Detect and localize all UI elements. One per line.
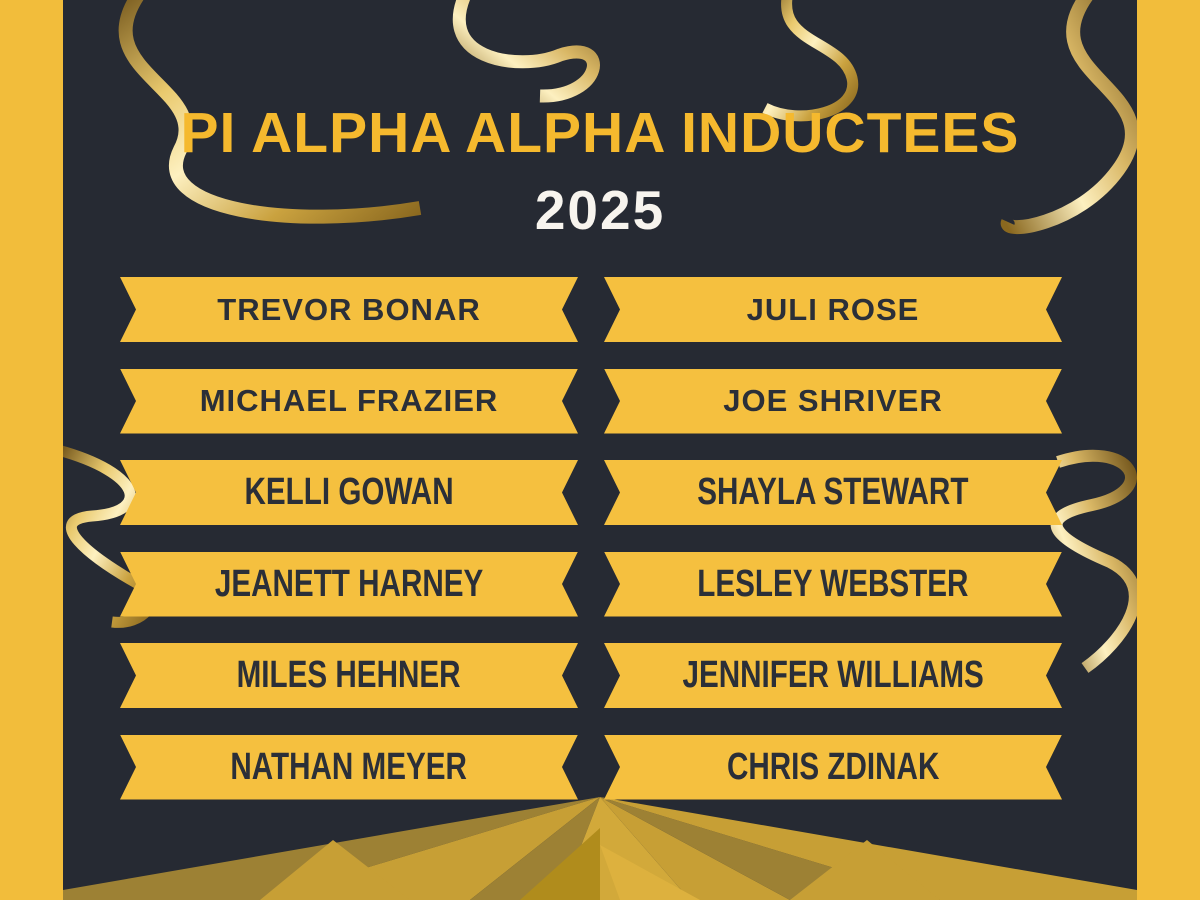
inductee-banner: LESLEY WEBSTER [604,552,1062,617]
inductee-banner: CHRIS ZDINAK [604,735,1062,800]
inductee-name: CHRIS ZDINAK [726,745,940,788]
inductee-banner: JOE SHRIVER [604,369,1062,434]
year-subtitle: 2025 [534,179,666,241]
ribbon-right-middle-icon [1050,449,1141,673]
inductee-name: JULI ROSE [746,291,920,327]
inductee-name: MILES HEHNER [237,654,461,696]
inductee-name: NATHAN MEYER [230,745,468,788]
ribbon-top-center-icon [452,0,600,103]
page-title: PI ALPHA ALPHA INDUCTEES [180,101,1020,165]
inductee-name: JEANETT HARNEY [214,562,484,605]
inductee-name: KELLI GOWAN [244,471,454,513]
inductee-banner: MICHAEL FRAZIER [120,369,578,434]
inductee-banner: JENNIFER WILLIAMS [604,643,1062,708]
ribbon-top-mid-right-icon [762,0,859,122]
right-border [1137,0,1200,900]
inductee-name: JOE SHRIVER [723,383,943,418]
inductee-banner: MILES HEHNER [120,643,578,708]
left-border [0,0,63,900]
inductee-banner: JEANETT HARNEY [120,552,578,617]
inductee-name: MICHAEL FRAZIER [199,383,499,418]
inductee-banner: JULI ROSE [604,277,1062,342]
inductee-name: LESLEY WEBSTER [697,562,969,605]
inductee-banner: KELLI GOWAN [120,460,578,525]
inductee-banner: TREVOR BONAR [120,277,578,342]
inductee-banner: NATHAN MEYER [120,735,578,800]
inductee-name: SHAYLA STEWART [697,471,969,513]
inductee-banner-grid: TREVOR BONAR JULI ROSE MICHAEL FRAZIER J… [120,277,1062,800]
inductee-name: TREVOR BONAR [217,291,481,327]
inductee-banner: SHAYLA STEWART [604,460,1062,525]
inductee-name: JENNIFER WILLIAMS [682,654,984,696]
sunburst-decoration [63,797,1137,900]
